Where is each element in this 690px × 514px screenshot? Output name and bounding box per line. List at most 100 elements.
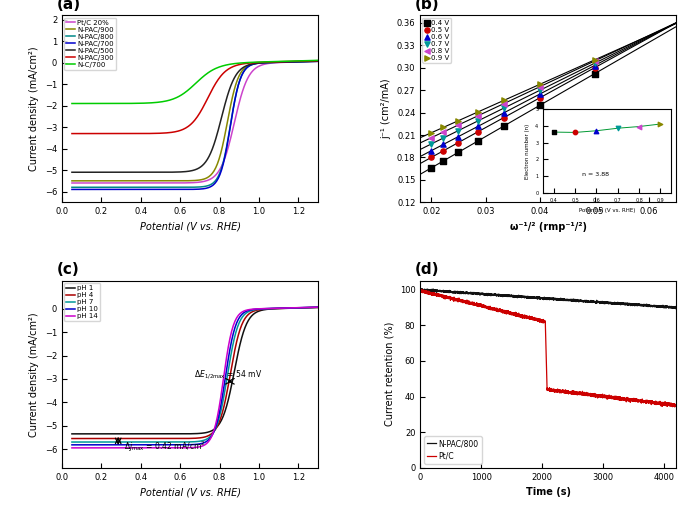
pH 4 xyxy=(217,415,225,421)
N-PAC/900 xyxy=(216,153,224,159)
pH 7 xyxy=(216,412,224,418)
Line: Pt/C: Pt/C xyxy=(420,289,676,407)
Legend: Pt/C 20%, N-PAC/900, N-PAC/800, N-PAC/700, N-PAC/500, N-PAC/300, N-C/700: Pt/C 20%, N-PAC/900, N-PAC/800, N-PAC/70… xyxy=(64,17,116,70)
N-PAC/800 xyxy=(588,299,596,305)
pH 1 xyxy=(68,431,76,437)
N-PAC/800 xyxy=(672,304,680,310)
pH 1 xyxy=(221,409,229,415)
0.7 V xyxy=(437,134,448,142)
N-PAC/700 xyxy=(279,59,287,65)
N-C/700 xyxy=(221,62,229,68)
pH 1 xyxy=(217,418,225,425)
N-PAC/500 xyxy=(318,58,326,64)
N-PAC/500 xyxy=(295,59,303,65)
0.6 V xyxy=(589,61,600,69)
N-C/700 xyxy=(68,100,76,106)
N-PAC/800 xyxy=(295,59,303,65)
pH 10 xyxy=(216,407,224,413)
N-PAC/300 xyxy=(221,69,229,75)
N-PAC/900 xyxy=(318,58,326,64)
N-PAC/800 xyxy=(68,184,77,190)
Pt/C 20% xyxy=(221,155,229,161)
0.9 V xyxy=(473,108,484,116)
N-PAC/800 xyxy=(501,292,509,299)
0.8 V xyxy=(453,121,464,129)
Legend: pH 1, pH 4, pH 7, pH 10, pH 14: pH 1, pH 4, pH 7, pH 10, pH 14 xyxy=(64,283,100,321)
pH 14 xyxy=(279,305,287,311)
pH 4 xyxy=(68,435,76,442)
0.7 V xyxy=(498,104,509,112)
Y-axis label: Current retention (%): Current retention (%) xyxy=(384,322,394,427)
Y-axis label: Current density (mA/cm²): Current density (mA/cm²) xyxy=(29,47,39,171)
X-axis label: Time (s): Time (s) xyxy=(526,487,571,497)
0.5 V xyxy=(535,94,546,102)
N-PAC/800 xyxy=(672,306,680,312)
N-PAC/800 xyxy=(556,297,564,303)
pH 1 xyxy=(279,305,287,311)
Line: pH 7: pH 7 xyxy=(72,307,322,442)
Pt/C 20% xyxy=(68,180,77,186)
Legend: N-PAC/800, Pt/C: N-PAC/800, Pt/C xyxy=(424,436,482,464)
0.7 V xyxy=(535,86,546,94)
N-PAC/500 xyxy=(217,117,225,123)
N-PAC/700 xyxy=(318,58,326,64)
0.4 V xyxy=(498,122,509,130)
N-PAC/900 xyxy=(221,132,229,138)
N-PAC/900 xyxy=(279,59,287,65)
Line: N-C/700: N-C/700 xyxy=(72,60,322,103)
Pt/C xyxy=(556,388,564,394)
pH 10 xyxy=(217,403,225,409)
Pt/C 20% xyxy=(279,59,287,65)
0.9 V xyxy=(535,80,546,88)
N-PAC/800 xyxy=(318,58,326,64)
Text: (b): (b) xyxy=(415,0,440,12)
Text: (d): (d) xyxy=(415,262,440,277)
Line: Pt/C 20%: Pt/C 20% xyxy=(72,61,322,183)
Text: (c): (c) xyxy=(57,262,80,277)
pH 1 xyxy=(318,304,326,310)
pH 10 xyxy=(68,442,76,448)
N-PAC/300 xyxy=(216,74,224,80)
0.8 V xyxy=(473,112,484,120)
N-PAC/900 xyxy=(295,59,303,65)
N-PAC/500 xyxy=(216,121,224,127)
0.5 V xyxy=(453,138,464,146)
Pt/C xyxy=(672,402,680,409)
N-PAC/300 xyxy=(295,58,303,64)
N-PAC/800 xyxy=(216,170,224,176)
N-PAC/700 xyxy=(217,169,225,175)
N-PAC/900 xyxy=(217,150,225,156)
Line: N-PAC/300: N-PAC/300 xyxy=(72,61,322,134)
0.4 V xyxy=(453,148,464,156)
X-axis label: ω⁻¹/² (rmp⁻¹/²): ω⁻¹/² (rmp⁻¹/²) xyxy=(510,222,586,232)
Pt/C xyxy=(416,287,424,293)
Pt/C xyxy=(501,309,509,315)
N-PAC/500 xyxy=(68,169,77,175)
0.8 V xyxy=(589,57,600,65)
Text: (a): (a) xyxy=(57,0,81,12)
0.7 V xyxy=(426,140,437,148)
0.5 V xyxy=(426,153,437,161)
Y-axis label: j⁻¹ (cm²/mA): j⁻¹ (cm²/mA) xyxy=(382,79,391,139)
0.8 V xyxy=(426,134,437,142)
pH 1 xyxy=(216,420,224,426)
pH 7 xyxy=(279,305,287,311)
0.7 V xyxy=(453,126,464,135)
0.5 V xyxy=(589,64,600,72)
0.9 V xyxy=(453,117,464,125)
Pt/C xyxy=(588,393,596,399)
Line: N-PAC/500: N-PAC/500 xyxy=(72,61,322,172)
pH 1 xyxy=(295,305,303,311)
0.9 V xyxy=(589,56,600,64)
0.4 V xyxy=(589,69,600,78)
N-PAC/700 xyxy=(68,187,77,193)
N-PAC/800 xyxy=(68,184,76,190)
pH 7 xyxy=(295,305,303,311)
Line: N-PAC/900: N-PAC/900 xyxy=(72,61,322,181)
Line: N-PAC/800: N-PAC/800 xyxy=(72,61,322,187)
Pt/C 20% xyxy=(217,164,225,171)
pH 14 xyxy=(216,399,224,406)
0.4 V xyxy=(535,101,546,109)
N-PAC/800 xyxy=(279,59,287,65)
Pt/C xyxy=(671,404,679,410)
